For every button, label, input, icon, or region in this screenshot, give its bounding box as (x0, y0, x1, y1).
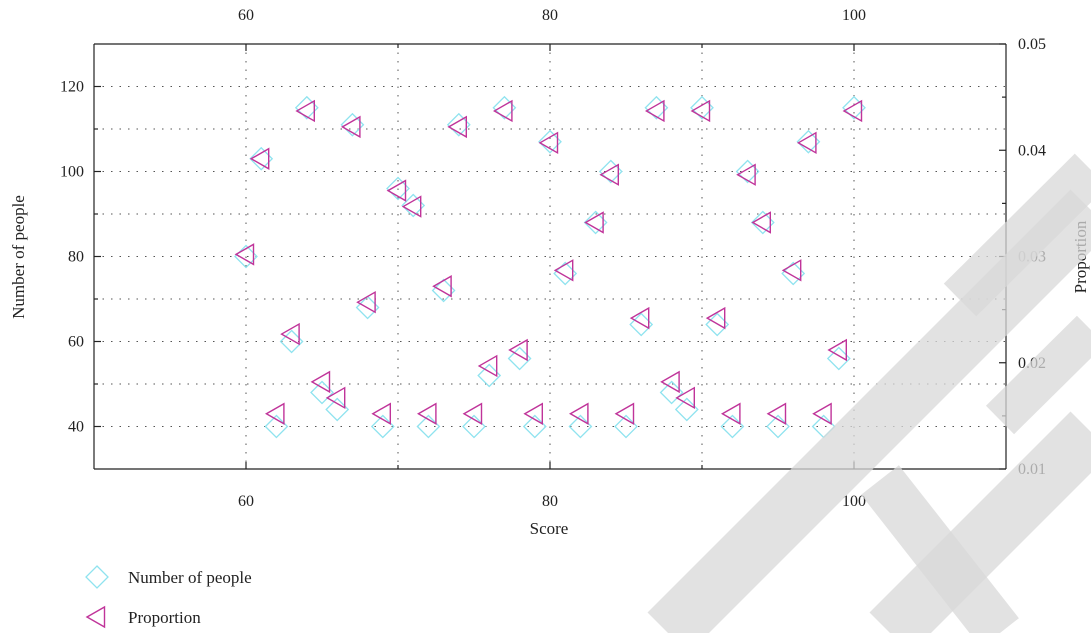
y-tick-label-left: 120 (60, 79, 84, 96)
x-tick-label-top: 60 (238, 7, 254, 24)
proportion-point (705, 306, 726, 330)
proportion-point (356, 290, 376, 314)
proportion-point (401, 195, 422, 218)
proportion-point (249, 147, 270, 170)
proportion-point (432, 275, 452, 298)
proportion-point (629, 306, 650, 330)
y-tick-label-left: 100 (60, 164, 84, 181)
watermark (647, 153, 1091, 633)
proportion-point (553, 259, 574, 282)
grid (94, 44, 1006, 469)
proportion-point (416, 402, 437, 425)
proportion-point (447, 115, 467, 139)
y-tick-label-left: 40 (68, 419, 84, 436)
proportion-point (584, 211, 604, 234)
proportion-point (690, 99, 711, 123)
proportion-point (295, 99, 315, 123)
y-axis-left-label: Number of people (9, 195, 28, 319)
legend-label: Number of people (128, 568, 252, 587)
watermark-bar (985, 315, 1091, 435)
proportion-point (660, 370, 680, 394)
x-tick-label: 80 (542, 493, 558, 510)
proportion-point (614, 402, 635, 425)
x-tick-label-top: 80 (542, 7, 558, 24)
proportion-point (462, 402, 483, 425)
watermark-bar (943, 153, 1091, 317)
proportion-point (492, 99, 513, 123)
proportion-point (812, 402, 832, 425)
x-axis-label: Score (530, 519, 569, 538)
proportion-point (523, 402, 543, 425)
x-tick-label: 60 (238, 493, 254, 510)
x-tick-label: 100 (842, 493, 866, 510)
proportion-point (538, 131, 559, 155)
proportion-point (675, 386, 695, 410)
legend: Number of people Proportion (85, 565, 252, 629)
proportion-point (781, 259, 802, 282)
proportion-point (751, 211, 771, 234)
y-tick-label-left: 80 (68, 249, 84, 266)
proportion-point (234, 243, 255, 266)
watermark-bar (861, 465, 1019, 633)
legend-diamond-icon (85, 565, 109, 589)
watermark-bar (647, 189, 1091, 633)
proportion-point (766, 402, 787, 425)
proportion-point (477, 354, 498, 378)
proportion-point (280, 322, 300, 346)
proportion-point (720, 402, 741, 425)
proportion-point (508, 338, 528, 362)
proportion-point (371, 402, 391, 425)
data-marks (234, 95, 866, 439)
y-tick-label-right: 0.04 (1018, 142, 1046, 159)
proportion-point (827, 338, 847, 362)
y-tick-label-right: 0.05 (1018, 36, 1046, 53)
proportion-point (842, 99, 863, 123)
proportion-point (264, 402, 285, 425)
proportion-point (736, 163, 756, 186)
legend-label: Proportion (128, 608, 201, 627)
legend-triangle-icon (85, 605, 106, 629)
x-tick-label-top: 100 (842, 7, 866, 24)
proportion-point (644, 99, 665, 123)
proportion-point (340, 115, 361, 139)
proportion-point (310, 370, 331, 394)
y-tick-label-left: 60 (68, 334, 84, 351)
watermark-bar (869, 411, 1091, 633)
proportion-point (599, 163, 619, 186)
proportion-point (568, 402, 589, 425)
proportion-point (796, 131, 817, 155)
proportion-point (325, 386, 346, 410)
proportion-point (386, 179, 407, 202)
